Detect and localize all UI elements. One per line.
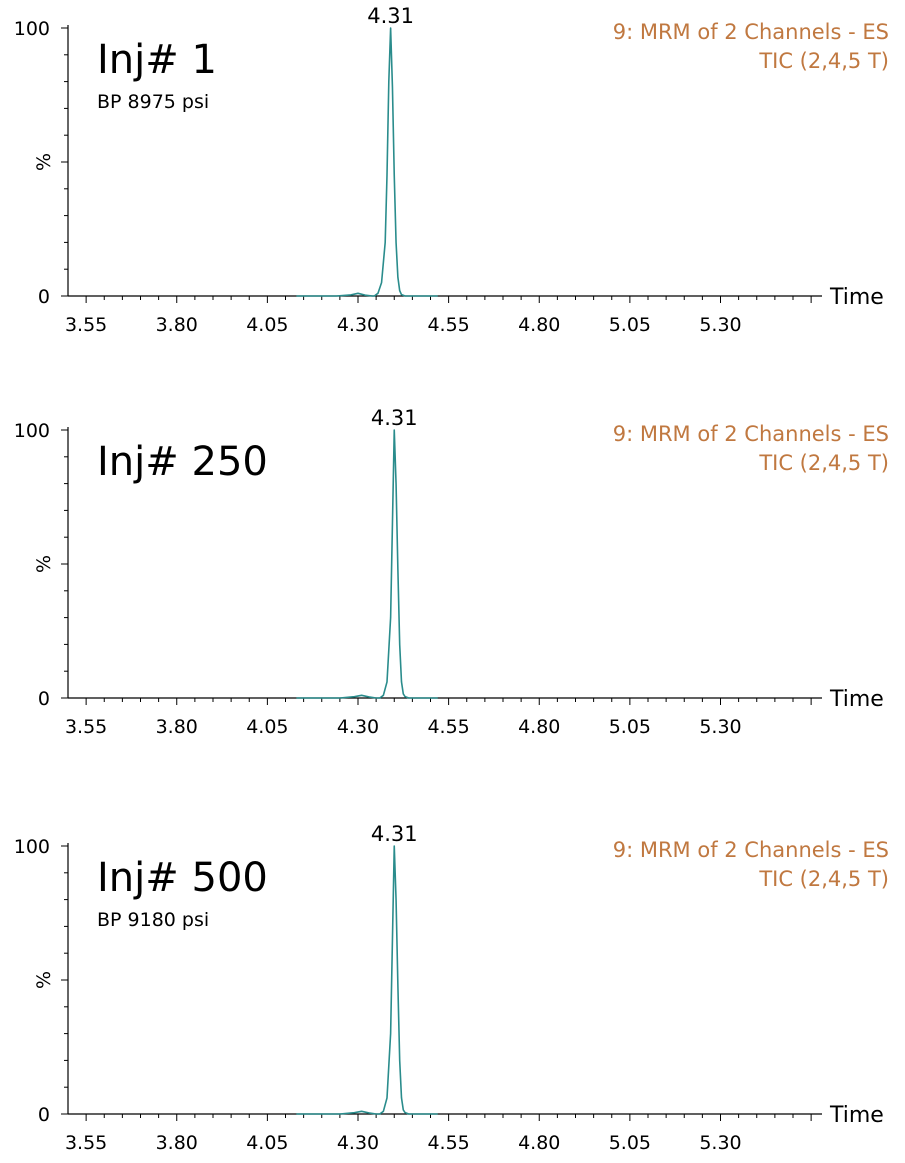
- y-tick-label: 0: [38, 286, 50, 308]
- peak-label: 4.31: [371, 406, 418, 430]
- x-tick-label: 5.05: [609, 1132, 651, 1154]
- x-tick-label: 4.30: [337, 314, 379, 336]
- chromatogram-panel-inj-500: 0 100% 3.55 3.80 4.05 4.30 4.55 4.80 5.05 5.30 Tim…: [0, 818, 905, 1163]
- chart-svg: 0 100% 3.55 3.80 4.05 4.30 4.55 4.80 5.05 5.30 Tim…: [14, 822, 884, 1154]
- chromatogram-trace: [296, 27, 438, 297]
- y-tick-label: 100: [14, 420, 50, 442]
- x-tick-label: 4.05: [246, 314, 288, 336]
- y-axis-label: %: [33, 555, 55, 573]
- x-tick-label: 5.05: [609, 314, 651, 336]
- trace-title-line-2: TIC (2,4,5 T): [759, 49, 889, 73]
- panel-label: Inj# 250: [97, 439, 268, 485]
- trace-title-line-2: TIC (2,4,5 T): [759, 867, 889, 891]
- x-axis-label: Time: [829, 687, 884, 712]
- x-tick-label: 5.30: [699, 314, 741, 336]
- chart-svg: 0 100% 3.55 3.80 4.05 4.30 4.55 4.80 5.05 5.30 Tim…: [14, 406, 884, 738]
- y-axis-label: %: [33, 153, 55, 171]
- x-tick-label: 5.30: [699, 716, 741, 738]
- panel-label: Inj# 1: [97, 37, 217, 83]
- chromatogram-trace: [296, 845, 438, 1115]
- trace-title-line-1: 9: MRM of 2 Channels - ES: [612, 838, 889, 862]
- x-tick-label: 3.80: [156, 1132, 198, 1154]
- x-tick-label: 4.05: [246, 716, 288, 738]
- x-tick-label: 3.55: [65, 716, 107, 738]
- trace-title-line-1: 9: MRM of 2 Channels - ES: [612, 422, 889, 446]
- chromatogram-panel-inj-1: 0 100% 3.55 3.80 4.05 4.30 4.55 4.80 5.05 5.30 Tim…: [0, 0, 905, 345]
- x-tick-label: 4.05: [246, 1132, 288, 1154]
- x-tick-label: 4.80: [518, 1132, 560, 1154]
- peak-label: 4.31: [367, 4, 414, 28]
- trace-title-line-1: 9: MRM of 2 Channels - ES: [612, 20, 889, 44]
- x-tick-label: 3.55: [65, 314, 107, 336]
- y-tick-label: 100: [14, 18, 50, 40]
- y-axis-label: %: [33, 971, 55, 989]
- x-tick-label: 4.80: [518, 314, 560, 336]
- pressure-label: BP 8975 psi: [97, 91, 210, 113]
- y-tick-label: 100: [14, 836, 50, 858]
- trace-title: 9: MRM of 2 Channels - ES TIC (2,4,5 T): [613, 18, 889, 76]
- trace-title: 9: MRM of 2 Channels - ES TIC (2,4,5 T): [613, 836, 889, 894]
- x-tick-label: 5.30: [699, 1132, 741, 1154]
- x-tick-label: 4.30: [337, 1132, 379, 1154]
- pressure-label: BP 9180 psi: [97, 909, 210, 931]
- x-axis-label: Time: [829, 285, 884, 310]
- peak-label: 4.31: [371, 822, 418, 846]
- y-tick-label: 0: [38, 1104, 50, 1126]
- x-tick-label: 4.80: [518, 716, 560, 738]
- x-tick-label: 3.80: [156, 716, 198, 738]
- x-tick-label: 3.55: [65, 1132, 107, 1154]
- chromatogram-trace: [296, 429, 438, 699]
- panel-label: Inj# 500: [97, 855, 268, 901]
- x-tick-label: 5.05: [609, 716, 651, 738]
- x-tick-label: 3.80: [156, 314, 198, 336]
- chart-svg: 0 100% 3.55 3.80 4.05 4.30 4.55 4.80 5.05 5.30 Tim…: [14, 4, 884, 336]
- trace-title: 9: MRM of 2 Channels - ES TIC (2,4,5 T): [613, 420, 889, 478]
- trace-title-line-2: TIC (2,4,5 T): [759, 451, 889, 475]
- x-tick-label: 4.55: [427, 314, 469, 336]
- x-tick-label: 4.30: [337, 716, 379, 738]
- x-axis-label: Time: [829, 1103, 884, 1128]
- chromatogram-panel-inj-250: 0 100% 3.55 3.80 4.05 4.30 4.55 4.80 5.05 5.30 Tim…: [0, 402, 905, 747]
- x-tick-label: 4.55: [427, 1132, 469, 1154]
- x-tick-label: 4.55: [427, 716, 469, 738]
- y-tick-label: 0: [38, 688, 50, 710]
